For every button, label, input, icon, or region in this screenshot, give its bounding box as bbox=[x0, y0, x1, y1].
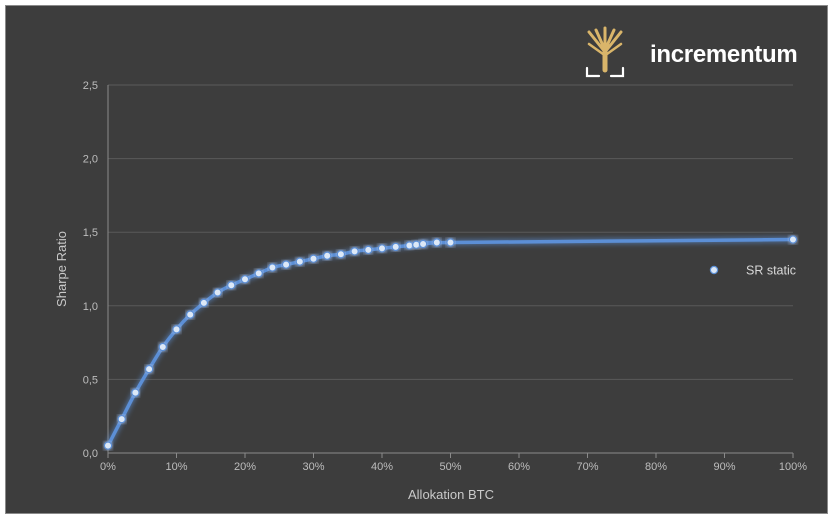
x-tick-label: 80% bbox=[645, 461, 667, 473]
x-tick-label: 90% bbox=[713, 461, 735, 473]
data-point bbox=[309, 254, 318, 263]
data-point bbox=[788, 235, 798, 244]
data-point bbox=[391, 242, 400, 252]
data-point bbox=[295, 257, 304, 266]
data-point bbox=[281, 260, 291, 269]
data-point bbox=[172, 325, 181, 334]
y-tick-label: 2,5 bbox=[83, 80, 98, 92]
data-point bbox=[131, 388, 140, 397]
data-point bbox=[377, 244, 387, 253]
axis-layer: 0,0 0,5 1,0 1,5 2,0 2,5 0% 10% 20% 30% 40% 50% 60% 70… bbox=[83, 80, 808, 473]
data-point bbox=[432, 238, 441, 247]
x-tick-label: 30% bbox=[302, 461, 324, 473]
x-tick-label: 20% bbox=[234, 461, 256, 473]
data-point bbox=[412, 240, 421, 249]
data-point bbox=[199, 298, 209, 308]
x-tick-label: 40% bbox=[371, 461, 393, 473]
data-point bbox=[240, 275, 250, 284]
data-point bbox=[185, 310, 195, 319]
legend-marker bbox=[709, 265, 719, 275]
legend: SR static bbox=[688, 264, 796, 278]
data-point bbox=[418, 239, 428, 249]
x-tick-label: 10% bbox=[165, 461, 187, 473]
grid-layer bbox=[108, 84, 793, 380]
legend-label: SR static bbox=[746, 264, 796, 278]
data-point bbox=[350, 247, 359, 256]
data-point bbox=[364, 245, 373, 255]
series-layer bbox=[103, 235, 798, 450]
y-tick-label: 0,0 bbox=[83, 448, 98, 460]
data-point bbox=[117, 414, 126, 424]
y-axis-title: Sharpe Ratio bbox=[54, 231, 69, 307]
data-point bbox=[446, 238, 455, 247]
y-tick-label: 0,5 bbox=[83, 374, 98, 386]
chart-frame bbox=[5, 5, 828, 514]
x-tick-label: 50% bbox=[439, 461, 461, 473]
data-point bbox=[213, 288, 222, 297]
x-tick-label: 0% bbox=[100, 461, 116, 473]
x-axis-title: Allokation BTC bbox=[408, 487, 494, 502]
x-tick-label: 100% bbox=[779, 461, 807, 473]
data-point bbox=[144, 364, 154, 374]
data-point bbox=[405, 241, 414, 250]
y-tick-label: 1,5 bbox=[83, 227, 98, 239]
y-tick-label: 2,0 bbox=[83, 154, 98, 166]
x-tick-label: 70% bbox=[576, 461, 598, 473]
tree-logo-icon bbox=[585, 26, 625, 78]
y-tick-label: 1,0 bbox=[83, 301, 98, 313]
brand-name: incrementum bbox=[650, 41, 797, 68]
data-point bbox=[103, 441, 113, 450]
x-tick-label: 60% bbox=[508, 461, 530, 473]
data-point bbox=[336, 250, 346, 259]
data-point bbox=[254, 269, 263, 278]
brand-logo: incrementum bbox=[585, 26, 798, 78]
data-point bbox=[323, 251, 332, 260]
data-point bbox=[158, 342, 167, 352]
data-point bbox=[268, 263, 277, 272]
data-point bbox=[227, 280, 236, 290]
